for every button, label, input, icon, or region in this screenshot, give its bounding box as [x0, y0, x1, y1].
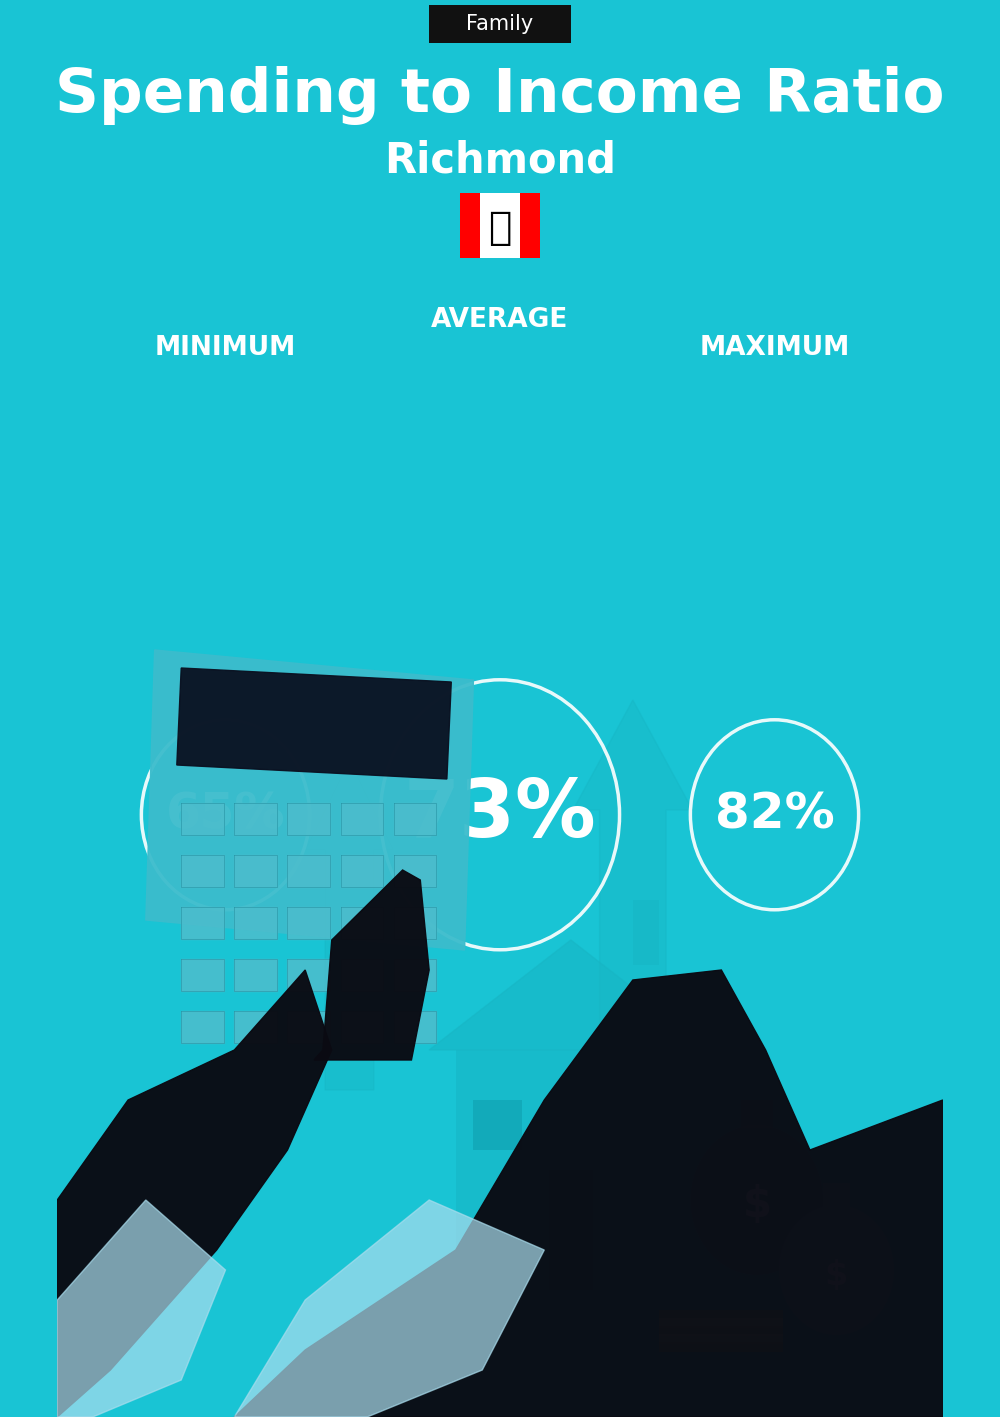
- Text: 73%: 73%: [404, 775, 596, 854]
- Polygon shape: [394, 907, 436, 939]
- Polygon shape: [234, 1200, 544, 1417]
- Bar: [473, 1100, 522, 1151]
- Polygon shape: [341, 803, 383, 835]
- Text: 🍁: 🍁: [488, 208, 512, 247]
- Polygon shape: [314, 870, 429, 1060]
- Bar: [429, 6, 571, 43]
- Polygon shape: [341, 854, 383, 887]
- Polygon shape: [146, 650, 473, 949]
- Polygon shape: [429, 939, 713, 1050]
- Text: Family: Family: [466, 14, 534, 34]
- Polygon shape: [234, 971, 943, 1417]
- Bar: [659, 1309, 783, 1321]
- Polygon shape: [394, 1010, 436, 1043]
- Polygon shape: [287, 803, 330, 835]
- Bar: [520, 193, 540, 258]
- Bar: [549, 1170, 593, 1289]
- Polygon shape: [177, 667, 451, 779]
- Bar: [659, 1318, 783, 1328]
- Circle shape: [690, 1125, 823, 1275]
- Text: MINIMUM: MINIMUM: [155, 334, 296, 361]
- Polygon shape: [287, 854, 330, 887]
- Text: Spending to Income Ratio: Spending to Income Ratio: [55, 65, 945, 125]
- Polygon shape: [287, 1010, 330, 1043]
- Polygon shape: [57, 1200, 225, 1417]
- Polygon shape: [181, 1010, 224, 1043]
- Polygon shape: [287, 907, 330, 939]
- Polygon shape: [57, 971, 332, 1417]
- Bar: [659, 1326, 783, 1336]
- Polygon shape: [234, 803, 277, 835]
- Bar: [741, 1100, 773, 1128]
- Text: Richmond: Richmond: [384, 139, 616, 181]
- Bar: [456, 1050, 686, 1289]
- Polygon shape: [234, 907, 277, 939]
- Bar: [659, 1342, 783, 1352]
- Text: $: $: [825, 1258, 848, 1291]
- Polygon shape: [234, 1010, 277, 1043]
- Text: AVERAGE: AVERAGE: [431, 307, 569, 333]
- Circle shape: [779, 1204, 894, 1335]
- Polygon shape: [181, 803, 224, 835]
- Polygon shape: [181, 854, 224, 887]
- Text: $: $: [742, 1185, 771, 1226]
- Polygon shape: [573, 700, 693, 1141]
- Polygon shape: [234, 854, 277, 887]
- Polygon shape: [234, 959, 277, 990]
- Polygon shape: [394, 854, 436, 887]
- Text: MAXIMUM: MAXIMUM: [699, 334, 850, 361]
- Bar: [460, 193, 540, 258]
- Text: 65%: 65%: [166, 791, 285, 839]
- Polygon shape: [287, 959, 330, 990]
- Bar: [633, 900, 659, 965]
- Polygon shape: [341, 907, 383, 939]
- Polygon shape: [181, 907, 224, 939]
- Bar: [823, 1183, 850, 1207]
- Polygon shape: [394, 959, 436, 990]
- Polygon shape: [341, 1010, 383, 1043]
- Text: 82%: 82%: [715, 791, 834, 839]
- Polygon shape: [305, 760, 394, 1090]
- Bar: [460, 193, 480, 258]
- Polygon shape: [394, 803, 436, 835]
- Bar: [659, 1333, 783, 1343]
- Polygon shape: [181, 959, 224, 990]
- Polygon shape: [341, 959, 383, 990]
